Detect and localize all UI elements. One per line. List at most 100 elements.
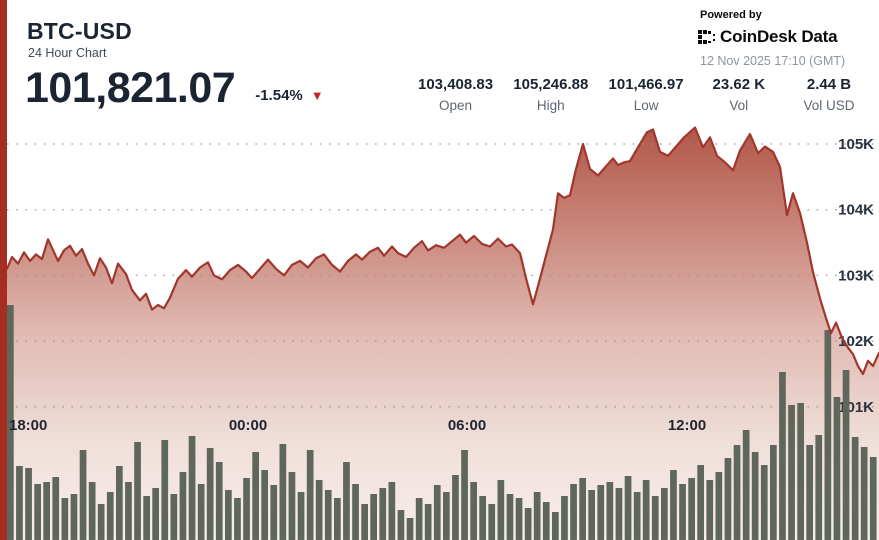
volume-bar [733, 445, 741, 540]
volume-bar [797, 403, 804, 540]
volume-bar [206, 448, 214, 540]
powered-by-label: Powered by [700, 9, 762, 21]
volume-bar [624, 476, 632, 540]
volume-bar [125, 482, 132, 540]
volume-bar [52, 477, 60, 540]
x-axis-label: 18:00 [9, 417, 47, 434]
volume-bar [688, 478, 695, 540]
volume-bar [252, 452, 259, 540]
volume-bar [261, 470, 268, 540]
volume-bar [452, 475, 459, 540]
volume-bar [43, 482, 50, 540]
volume-bar [824, 330, 832, 540]
volume-bar [869, 457, 877, 540]
volume-bar [552, 512, 559, 540]
volume-bar [270, 485, 278, 540]
volume-bar [297, 492, 305, 540]
chart-subtitle: 24 Hour Chart [28, 46, 107, 60]
current-price: 101,821.07 [25, 64, 236, 112]
volume-bar [143, 496, 150, 540]
stat-high: 105,246.88 High [513, 76, 588, 113]
volume-bar [661, 488, 668, 540]
volume-bar [61, 498, 69, 540]
volume-bar [288, 472, 296, 540]
volume-bar [497, 480, 505, 540]
volume-bar [433, 485, 441, 540]
stat-label: Low [633, 98, 659, 113]
volume-bar [633, 492, 641, 540]
volume-bar [88, 482, 96, 540]
stats-row: 103,408.83 Open 105,246.88 High 101,466.… [418, 76, 864, 113]
volume-bar [34, 484, 41, 540]
price-line [5, 126, 879, 376]
stat-value: 105,246.88 [513, 76, 589, 93]
volume-bar [770, 445, 777, 540]
volume-bar [506, 494, 514, 540]
volume-bar [697, 465, 704, 540]
volume-bar [860, 447, 868, 540]
volume-bar [815, 435, 823, 540]
volume-bar [370, 494, 377, 540]
volume-bar [315, 480, 323, 540]
volume-bar [225, 490, 232, 540]
volume-bar [443, 492, 450, 540]
volume-bar [715, 472, 723, 540]
volume-bar [197, 484, 205, 540]
volume-bar [306, 450, 314, 540]
coindesk-logo-icon [698, 30, 716, 44]
volume-bar [851, 437, 859, 540]
volume-bar [97, 504, 105, 540]
volume-bar [524, 508, 532, 540]
volume-bar [7, 305, 14, 540]
volume-bar [70, 494, 78, 540]
stat-label: Open [439, 98, 473, 113]
stat-vol-usd: 2.44 B Vol USD [794, 76, 864, 113]
volume-bar [116, 466, 123, 540]
volume-bar [243, 478, 250, 540]
volume-bar [279, 444, 287, 540]
volume-bar [25, 468, 32, 540]
volume-bar [170, 494, 178, 540]
volume-bar [161, 440, 169, 540]
coindesk-brand-link[interactable]: CoinDesk Data [698, 27, 838, 47]
volume-bar [134, 442, 141, 540]
volume-bar [670, 470, 677, 540]
volume-bar [742, 430, 750, 540]
x-axis-label: 00:00 [229, 417, 267, 434]
stat-open: 103,408.83 Open [418, 76, 493, 113]
volume-bar [833, 397, 841, 540]
volume-bar [779, 372, 786, 540]
down-triangle-icon: ▼ [310, 88, 324, 104]
change-percent: -1.54% [255, 87, 303, 105]
y-axis-label: 104K [838, 202, 874, 219]
volume-bar [215, 462, 223, 540]
volume-bar [533, 492, 541, 540]
stat-value: 101,466.97 [608, 76, 684, 93]
y-axis-label: 103K [838, 267, 874, 284]
y-axis-label: 105K [838, 136, 874, 153]
volume-bar [615, 488, 623, 540]
volume-bar [642, 480, 650, 540]
volume-bar [542, 502, 550, 540]
x-axis-label: 12:00 [668, 417, 706, 434]
volume-bar [352, 484, 359, 540]
volume-bar [361, 504, 368, 540]
stat-value: 2.44 B [806, 76, 852, 93]
volume-bar [188, 436, 196, 540]
accent-bar [0, 0, 7, 540]
volume-bar [842, 370, 850, 540]
stat-vol: 23.62 K Vol [704, 76, 774, 113]
brand-name: CoinDesk Data [720, 27, 838, 46]
volume-bar [479, 496, 486, 540]
stat-label: Vol USD [803, 98, 855, 113]
volume-bar [424, 504, 432, 540]
volume-bar [324, 490, 332, 540]
stat-value: 103,408.83 [418, 76, 494, 93]
volume-bar [397, 510, 405, 540]
volume-bar [343, 462, 350, 540]
volume-bar [724, 458, 732, 540]
volume-bar [606, 482, 614, 540]
volume-bar [234, 498, 241, 540]
